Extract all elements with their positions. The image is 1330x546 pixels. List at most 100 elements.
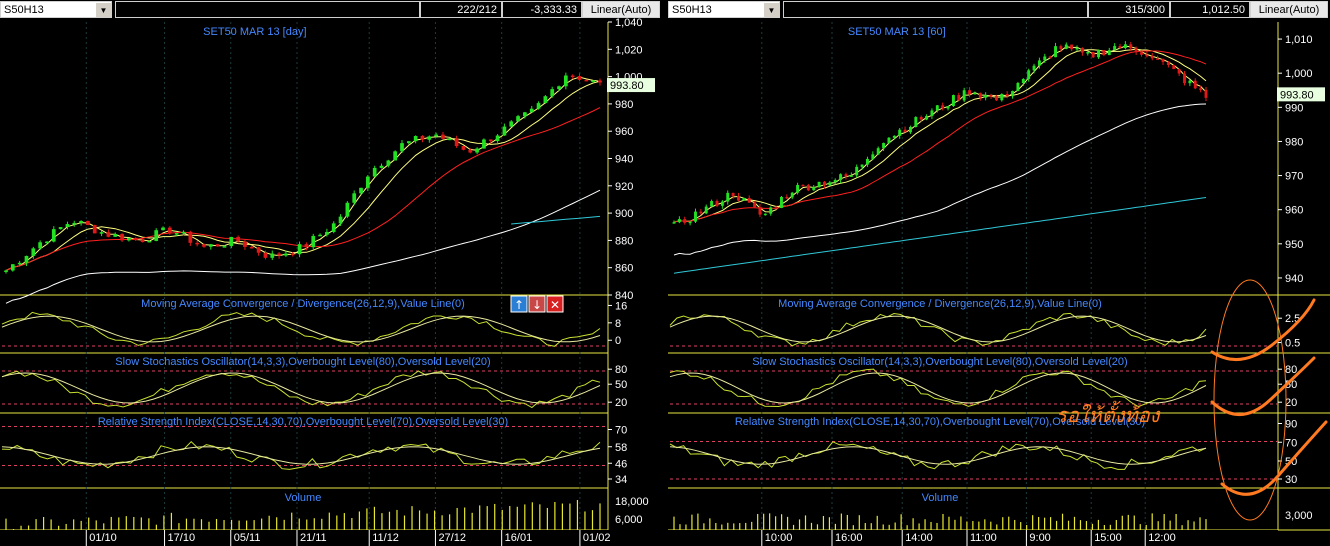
indicator-tick-label: 20 <box>1285 397 1297 409</box>
candle <box>823 181 826 186</box>
candle <box>17 262 22 265</box>
left-symbol-select[interactable]: S50H13 ▼ <box>0 1 112 18</box>
indicator-title: Relative Strength Index(CLOSE,14,30,70),… <box>735 416 1145 428</box>
candle <box>962 90 966 101</box>
right-change: 1,012.50 <box>1170 1 1250 18</box>
price-tick-label: 970 <box>1285 171 1303 183</box>
candle <box>58 227 63 230</box>
date-label: 15:00 <box>1094 532 1122 544</box>
candle <box>715 201 719 206</box>
candle <box>780 196 783 208</box>
price-tick-label: 920 <box>615 181 633 193</box>
chevron-down-icon[interactable]: ▼ <box>96 3 111 17</box>
candle <box>92 225 97 234</box>
candle <box>161 227 165 231</box>
volume-title: Volume <box>922 492 959 504</box>
price-tick-label: 960 <box>615 126 633 138</box>
indicator-line <box>1 311 601 347</box>
candle <box>420 135 425 140</box>
candle <box>168 227 172 234</box>
panel-right: 1,010 1,000 990 980 970 960 950 940 993.80 SET50 … <box>668 20 1330 546</box>
indicator-title: Moving Average Convergence / Divergence(… <box>141 298 465 310</box>
arrow-up-icon[interactable] <box>510 295 528 313</box>
candle <box>1123 44 1127 49</box>
arrow-up-icon-glyph: ↑ <box>514 298 524 312</box>
date-label: 01/02 <box>583 532 611 544</box>
candle <box>785 196 789 199</box>
candle <box>1145 54 1149 57</box>
date-label: 27/12 <box>438 532 466 544</box>
date-label: 14:00 <box>905 532 933 544</box>
candle <box>925 115 929 120</box>
right-scale-mode[interactable]: Linear(Auto) <box>1250 1 1328 18</box>
left-scale-mode[interactable]: Linear(Auto) <box>582 1 660 18</box>
left-count: 222/212 <box>420 1 502 18</box>
date-label: 17/10 <box>168 532 196 544</box>
candle <box>263 252 268 258</box>
indicator-tick-label: 58 <box>615 442 627 454</box>
candle <box>812 187 816 191</box>
date-label: 16/01 <box>505 532 533 544</box>
last-price-label: 993.80 <box>610 80 644 92</box>
candle <box>973 92 977 95</box>
candle <box>710 201 714 207</box>
candle <box>844 174 848 177</box>
candle <box>393 151 398 161</box>
chevron-down-icon[interactable]: ▼ <box>764 3 779 17</box>
date-label: 9:00 <box>1029 532 1050 544</box>
indicator-tick-label: 34 <box>615 474 627 486</box>
candle <box>742 198 746 201</box>
candle <box>1161 58 1165 62</box>
candle <box>181 231 186 234</box>
candle <box>550 89 555 97</box>
candle <box>1193 80 1197 89</box>
candle <box>4 270 8 273</box>
close-icon[interactable] <box>546 295 564 313</box>
candle <box>99 232 104 234</box>
candle <box>796 184 800 193</box>
moving-average-line <box>511 215 601 225</box>
candle <box>536 103 541 109</box>
candle <box>828 182 832 186</box>
candle <box>694 211 697 222</box>
right-symbol-select[interactable]: S50H13 ▼ <box>668 1 780 18</box>
candle <box>359 187 363 194</box>
candle <box>919 117 923 120</box>
last-price-label: 993.80 <box>1280 89 1314 101</box>
volume-tick-label: 6,000 <box>615 514 643 526</box>
candle <box>311 235 316 248</box>
indicator-signal-line <box>669 315 1207 343</box>
right-count: 315/300 <box>1088 1 1170 18</box>
right-symbol: S50H13 <box>672 4 712 16</box>
candle <box>758 207 762 215</box>
candle <box>557 86 561 90</box>
candle <box>1134 48 1138 53</box>
moving-average-line <box>673 197 1207 274</box>
candle <box>454 138 459 147</box>
date-label: 01/10 <box>89 532 117 544</box>
candle <box>978 92 982 98</box>
candle <box>277 253 281 256</box>
candle <box>1150 56 1154 59</box>
candle <box>941 105 945 109</box>
candle <box>1054 46 1057 58</box>
candle <box>406 141 411 144</box>
candle <box>903 129 907 133</box>
indicator-tick-label: 0 <box>615 335 621 347</box>
indicator-signal-line <box>669 446 1207 465</box>
candle <box>806 185 810 191</box>
candle <box>447 138 452 141</box>
candle <box>154 230 159 241</box>
candle <box>215 244 220 247</box>
indicator-tick-label: 70 <box>1285 437 1297 449</box>
candle <box>769 207 773 214</box>
moving-average-line <box>5 80 601 271</box>
candle <box>951 95 955 107</box>
candle <box>1172 65 1176 70</box>
candle <box>441 134 445 139</box>
arrow-down-icon[interactable] <box>528 295 546 313</box>
indicator-line <box>669 312 1207 347</box>
panel-background <box>668 20 1330 546</box>
candle <box>120 234 124 241</box>
